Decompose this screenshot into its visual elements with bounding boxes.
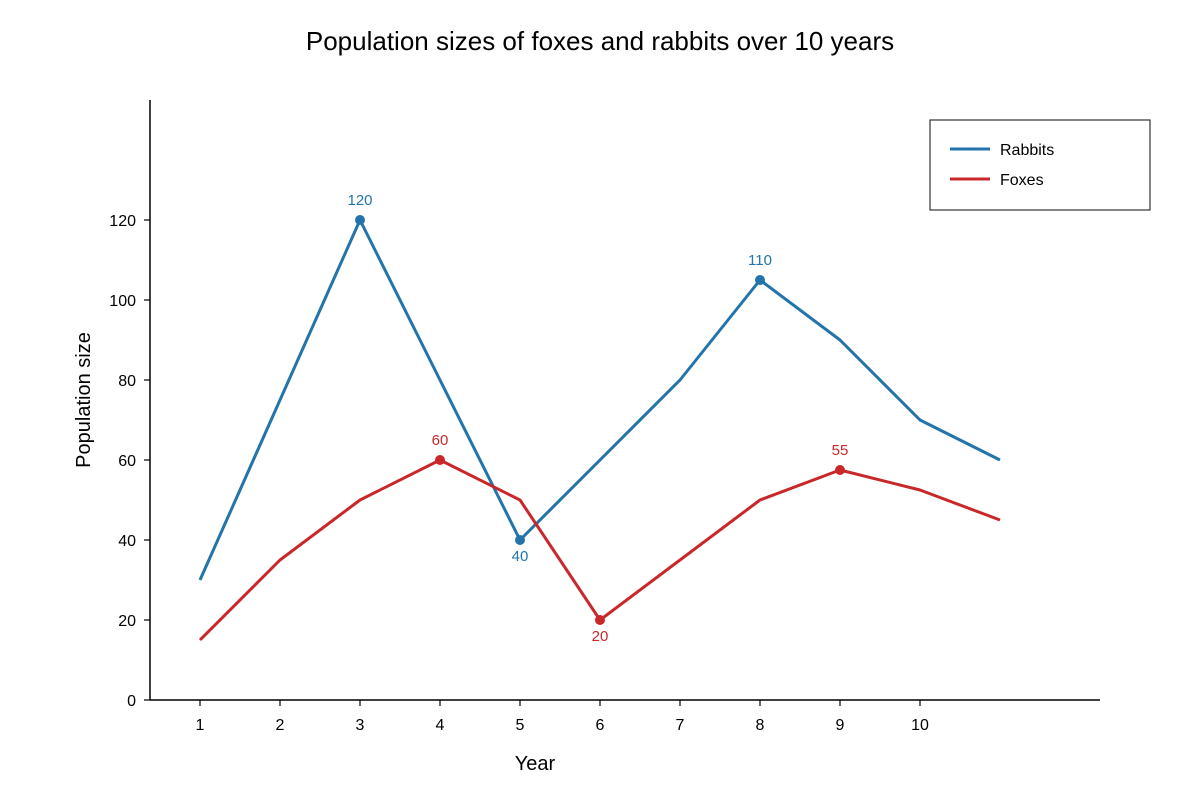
y-tick-label: 40 [118,533,136,550]
data-label-foxes: 60 [432,432,449,449]
data-label-rabbits: 110 [748,252,772,269]
legend-label-rabbits: Rabbits [1000,142,1054,159]
x-tick-label: 2 [276,717,285,734]
x-tick-label: 3 [356,717,365,734]
x-axis-label: Year [515,753,556,775]
y-ticks: 0 20 40 60 80 100 120 [109,213,150,710]
y-tick-label: 80 [118,373,136,390]
y-tick-label: 120 [109,213,136,230]
y-axis-label: Population size [73,332,95,468]
data-point-rabbits [355,215,365,225]
data-label-rabbits: 40 [512,548,529,565]
chart-title: Population sizes of foxes and rabbits ov… [306,26,894,56]
data-point-foxes [835,465,845,475]
data-point-rabbits [515,535,525,545]
x-tick-label: 6 [596,717,605,734]
y-tick-label: 60 [118,453,136,470]
series-foxes: 60 20 55 [198,432,1001,645]
series-line-rabbits [198,218,1001,581]
x-ticks: 1 2 3 4 5 6 7 8 9 10 [196,700,929,734]
y-tick-label: 20 [118,613,136,630]
data-point-foxes [595,615,605,625]
data-label-foxes: 55 [832,442,849,459]
series-rabbits: 120 40 110 [198,192,1001,581]
x-tick-label: 10 [911,717,929,734]
legend-label-foxes: Foxes [1000,172,1044,189]
x-tick-label: 9 [836,717,845,734]
y-tick-label: 100 [109,293,136,310]
series-layer: 120 40 110 60 20 55 [198,192,1001,645]
series-line-foxes [198,458,1001,642]
x-tick-label: 5 [516,717,525,734]
x-tick-label: 1 [196,717,205,734]
legend-box [929,119,1151,211]
data-label-rabbits: 120 [347,192,372,209]
data-label-foxes: 20 [592,628,609,645]
axes [149,100,1100,701]
y-tick-label: 0 [127,693,136,710]
legend: Rabbits Foxes [929,119,1151,211]
x-tick-label: 7 [676,717,685,734]
x-tick-label: 8 [756,717,765,734]
data-point-foxes [435,455,445,465]
x-tick-label: 4 [436,717,445,734]
data-point-rabbits [755,275,765,285]
